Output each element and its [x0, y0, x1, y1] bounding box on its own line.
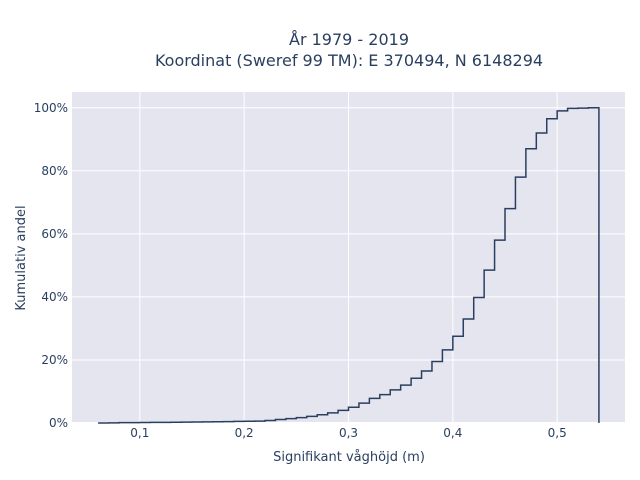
y-tick-label: 40%: [41, 290, 68, 304]
y-tick-label: 0%: [49, 416, 68, 430]
x-axis-ticks: 0,1 0,2 0,3 0,4 0,5: [130, 426, 566, 440]
x-tick-label: 0,5: [548, 426, 567, 440]
y-tick-label: 80%: [41, 164, 68, 178]
grid-lines: [72, 92, 625, 424]
x-tick-label: 0,2: [235, 426, 254, 440]
x-tick-label: 0,4: [443, 426, 462, 440]
chart-title-line-2: Koordinat (Sweref 99 TM): E 370494, N 61…: [155, 51, 543, 70]
y-tick-label: 100%: [34, 101, 68, 115]
y-axis-ticks: 0% 20% 40% 60% 80% 100%: [34, 101, 68, 430]
x-tick-label: 0,1: [130, 426, 149, 440]
chart-title-line-1: År 1979 - 2019: [289, 30, 409, 49]
x-tick-label: 0,3: [339, 426, 358, 440]
series-layer: [98, 107, 600, 424]
y-tick-label: 60%: [41, 227, 68, 241]
y-axis-title: Kumulativ andel: [14, 205, 29, 310]
cumulative-step-line: [98, 107, 600, 424]
x-axis-title: Signifikant våghöjd (m): [273, 450, 425, 465]
y-tick-label: 20%: [41, 353, 68, 367]
